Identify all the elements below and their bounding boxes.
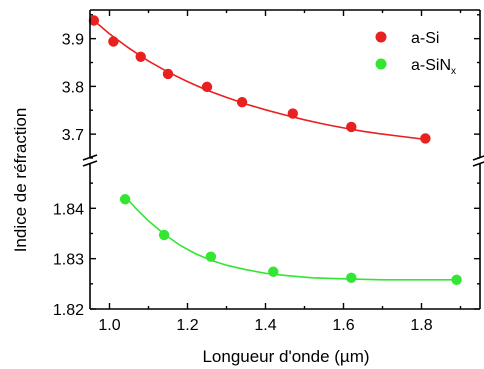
y-tick-label: 3.9	[62, 32, 84, 49]
x-tick-label: 1.8	[410, 317, 432, 334]
fit-curve-a-sinx	[124, 196, 461, 281]
legend: a-Si a-SiNx	[375, 30, 456, 77]
data-point-a-si	[135, 51, 146, 62]
legend-marker-a-sinx	[375, 58, 387, 70]
data-point-a-sinx	[451, 274, 462, 285]
y-tick-label: 1.82	[53, 302, 84, 319]
axis-break-mark	[82, 160, 98, 167]
y-tick-label: 3.8	[62, 79, 84, 96]
x-tick-label: 1.4	[254, 317, 276, 334]
data-point-a-sinx	[205, 251, 217, 262]
data-point-a-sinx	[268, 266, 279, 277]
data-point-a-sinx	[119, 194, 131, 205]
legend-label-a-si: a-Si	[411, 30, 439, 47]
data-points	[88, 15, 462, 285]
axis-break-mark	[472, 161, 484, 167]
tick-labels: 1.0 1.2 1.4 1.6 1.8 3.7 3.8 3.9 1.82 1.83 1.84	[53, 32, 433, 334]
data-point-a-si	[346, 121, 357, 133]
y-tick-label: 1.84	[53, 201, 84, 218]
x-tick-label: 1.2	[176, 317, 198, 334]
data-point-a-si	[88, 15, 100, 26]
data-point-a-si	[108, 36, 119, 47]
legend-label-a-sinx: a-SiNx	[411, 57, 456, 77]
x-tick-label: 1.0	[98, 317, 120, 334]
y-tick-label: 1.83	[53, 252, 84, 269]
data-point-a-si	[420, 133, 431, 144]
legend-marker-a-si	[375, 31, 387, 43]
x-axis-label: Longueur d'onde (µm)	[202, 347, 369, 366]
axes	[82, 9, 484, 310]
y-axis-label: Indice de réfraction	[11, 108, 30, 253]
data-point-a-si	[287, 108, 298, 119]
fit-curves	[89, 16, 461, 281]
data-point-a-si	[236, 96, 248, 108]
data-point-a-sinx	[346, 272, 357, 283]
data-point-a-sinx	[158, 229, 170, 241]
data-point-a-si	[162, 68, 174, 80]
fit-curve-a-si	[89, 16, 430, 141]
x-tick-label: 1.6	[332, 317, 354, 334]
y-tick-label: 3.7	[62, 127, 84, 144]
data-point-a-si	[201, 81, 213, 93]
